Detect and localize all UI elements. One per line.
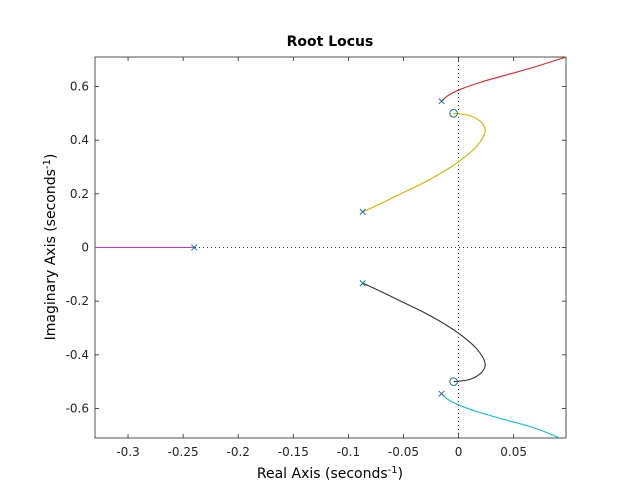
plot-area: -0.3 -0.25 -0.2 -0.15 -0.1 -0.05 0 0.05 -0.6 -0.4…: [66, 56, 567, 459]
y-tick-label: -0.6: [66, 401, 89, 415]
x-tick-label: 0.05: [500, 445, 527, 459]
x-tick-label: -0.1: [337, 445, 360, 459]
chart-title: Root Locus: [287, 34, 374, 50]
locus-branch-4: [441, 393, 561, 438]
y-axis-title: Imaginary Axis (seconds-1): [42, 154, 60, 341]
pole-marker: [191, 244, 198, 251]
y-tick-label: 0.2: [70, 187, 89, 201]
y-tick-label: -0.2: [66, 294, 89, 308]
locus-branch-3: [362, 282, 486, 383]
x-tick-label: -0.15: [278, 445, 309, 459]
x-tick-label: -0.25: [168, 445, 199, 459]
y-tick-label: -0.4: [66, 348, 89, 362]
zero-marker: [449, 109, 458, 118]
locus-branch-2: [362, 112, 486, 213]
x-tick-label: -0.05: [388, 445, 419, 459]
pole-marker: [359, 280, 366, 287]
y-tick-label: 0.4: [70, 133, 89, 147]
pole-marker: [438, 390, 445, 397]
y-tick-label: 0: [81, 241, 89, 255]
x-tick-label: -0.3: [116, 445, 139, 459]
x-tick-label: 0: [455, 445, 463, 459]
locus-branch-1: [441, 57, 566, 102]
zero-marker: [449, 377, 458, 386]
x-axis-title: Real Axis (seconds-1): [257, 465, 403, 483]
x-tick-label: -0.2: [227, 445, 250, 459]
y-tick-label: 0.6: [70, 80, 89, 94]
pole-marker: [359, 208, 366, 215]
pole-marker: [438, 98, 445, 105]
